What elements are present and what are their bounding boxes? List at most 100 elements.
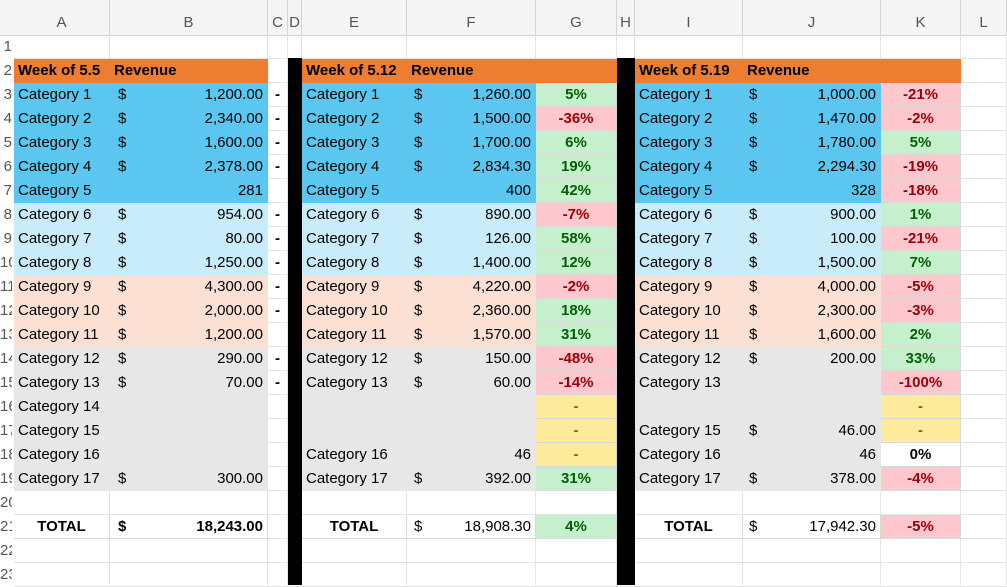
revenue-value[interactable]: 1,570.00 (407, 323, 536, 347)
revenue-value[interactable]: 1,260.00 (407, 83, 536, 107)
category-label[interactable]: Category 4 (635, 155, 743, 179)
percent-change[interactable]: 12% (536, 251, 617, 275)
revenue-value[interactable]: 4,300.00 (110, 275, 268, 299)
percent-change[interactable]: 1% (881, 203, 961, 227)
category-label[interactable]: Category 9 (302, 275, 407, 299)
percent-change[interactable]: 5% (881, 131, 961, 155)
percent-change[interactable]: -3% (881, 299, 961, 323)
percent-change[interactable]: - (536, 419, 617, 443)
percent-change[interactable]: -100% (881, 371, 961, 395)
revenue-value[interactable]: 60.00 (407, 371, 536, 395)
revenue-value[interactable]: 1,000.00 (743, 83, 881, 107)
revenue-value[interactable]: 4,000.00 (743, 275, 881, 299)
row-header-14[interactable]: 14 (0, 350, 12, 367)
revenue-value[interactable]: 1,600.00 (743, 323, 881, 347)
category-label[interactable]: Category 17 (14, 467, 110, 491)
category-label[interactable]: Category 12 (302, 347, 407, 371)
category-label[interactable]: Category 1 (14, 83, 110, 107)
category-label[interactable]: Category 15 (635, 419, 743, 443)
category-label[interactable]: Category 13 (635, 371, 743, 395)
column-header-j[interactable]: J (743, 0, 881, 35)
category-label[interactable]: Category 4 (302, 155, 407, 179)
row-header-8[interactable]: 8 (3, 206, 12, 223)
percent-change[interactable]: 58% (536, 227, 617, 251)
percent-change[interactable]: -18% (881, 179, 961, 203)
category-label[interactable]: Category 6 (635, 203, 743, 227)
column-header-i[interactable]: I (635, 0, 743, 35)
percent-change[interactable]: 5% (536, 83, 617, 107)
column-header-l[interactable]: L (961, 0, 1007, 35)
percent-change[interactable]: -4% (881, 467, 961, 491)
revenue-value[interactable]: 1,400.00 (407, 251, 536, 275)
category-label[interactable]: Category 16 (302, 443, 407, 467)
revenue-value[interactable] (743, 371, 881, 395)
revenue-value[interactable]: 4,220.00 (407, 275, 536, 299)
revenue-value[interactable]: 46.00 (743, 419, 881, 443)
category-label[interactable]: Category 3 (302, 131, 407, 155)
revenue-value[interactable]: 100.00 (743, 227, 881, 251)
percent-change[interactable]: - (881, 395, 961, 419)
row-header-6[interactable]: 6 (3, 158, 12, 175)
revenue-value[interactable]: 1,600.00 (110, 131, 268, 155)
category-label[interactable]: Category 11 (14, 323, 110, 347)
row-header-9[interactable]: 9 (3, 230, 12, 247)
revenue-value[interactable]: 1,700.00 (407, 131, 536, 155)
category-label[interactable]: Category 8 (302, 251, 407, 275)
row-header-13[interactable]: 13 (0, 326, 12, 343)
category-label[interactable]: Category 14 (14, 395, 110, 419)
row-header-20[interactable]: 20 (0, 494, 12, 511)
category-label[interactable]: Category 16 (635, 443, 743, 467)
category-label[interactable]: Category 10 (302, 299, 407, 323)
category-label[interactable]: Category 1 (635, 83, 743, 107)
category-label[interactable]: Category 6 (14, 203, 110, 227)
percent-change[interactable]: -21% (881, 83, 961, 107)
revenue-value[interactable]: 1,470.00 (743, 107, 881, 131)
category-label[interactable]: Category 17 (635, 467, 743, 491)
row-header-16[interactable]: 16 (0, 398, 12, 415)
row-header-12[interactable]: 12 (0, 302, 12, 319)
total-percent-change[interactable]: 4% (536, 515, 617, 539)
revenue-value[interactable]: 2,000.00 (110, 299, 268, 323)
row-header-2[interactable]: 2 (3, 62, 12, 79)
row-header-21[interactable]: 21 (0, 518, 12, 535)
revenue-value[interactable]: 126.00 (407, 227, 536, 251)
percent-change[interactable]: -36% (536, 107, 617, 131)
revenue-value[interactable]: 1,780.00 (743, 131, 881, 155)
revenue-value[interactable]: 954.00 (110, 203, 268, 227)
column-header-h[interactable]: H (617, 0, 635, 35)
revenue-value[interactable] (407, 419, 536, 443)
percent-change[interactable]: -21% (881, 227, 961, 251)
total-value[interactable]: 17,942.30 (743, 515, 881, 539)
revenue-value[interactable]: 46 (743, 443, 881, 467)
percent-change[interactable]: 31% (536, 467, 617, 491)
row-header-17[interactable]: 17 (0, 422, 12, 439)
revenue-value[interactable] (110, 419, 268, 443)
revenue-value[interactable]: 1,200.00 (110, 323, 268, 347)
revenue-value[interactable]: 150.00 (407, 347, 536, 371)
category-label[interactable]: Category 4 (14, 155, 110, 179)
percent-change[interactable]: 6% (536, 131, 617, 155)
row-header-23[interactable]: 23 (0, 566, 12, 583)
percent-change[interactable]: 42% (536, 179, 617, 203)
category-label[interactable]: Category 3 (14, 131, 110, 155)
category-label[interactable]: Category 16 (14, 443, 110, 467)
percent-change[interactable]: 33% (881, 347, 961, 371)
revenue-value[interactable]: 1,200.00 (110, 83, 268, 107)
percent-change[interactable]: -7% (536, 203, 617, 227)
column-header-e[interactable]: E (302, 0, 407, 35)
revenue-value[interactable]: 290.00 (110, 347, 268, 371)
revenue-value[interactable] (110, 395, 268, 419)
revenue-value[interactable]: 1,500.00 (743, 251, 881, 275)
revenue-value[interactable]: 2,340.00 (110, 107, 268, 131)
category-label[interactable]: Category 7 (635, 227, 743, 251)
row-header-3[interactable]: 3 (3, 86, 12, 103)
category-label[interactable] (302, 395, 407, 419)
percent-change[interactable]: - (536, 443, 617, 467)
row-header-10[interactable]: 10 (0, 254, 12, 271)
percent-change[interactable]: -19% (881, 155, 961, 179)
revenue-value[interactable]: 890.00 (407, 203, 536, 227)
percent-change[interactable]: -2% (536, 275, 617, 299)
revenue-value[interactable] (110, 443, 268, 467)
percent-change[interactable]: -14% (536, 371, 617, 395)
